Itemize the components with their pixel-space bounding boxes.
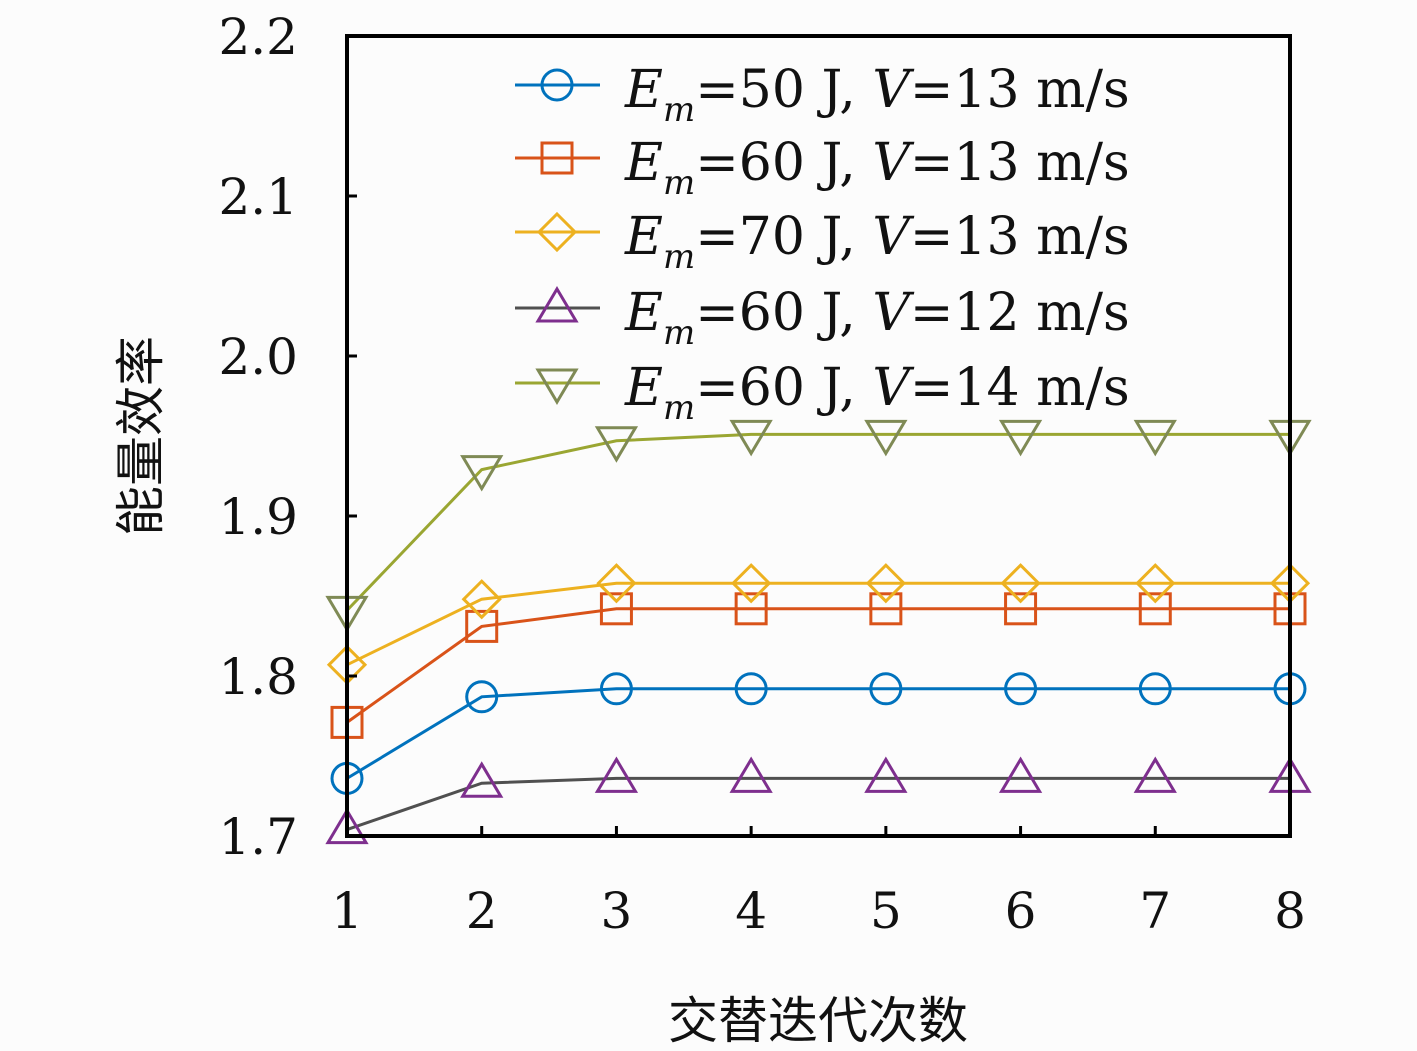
- data-point: [864, 756, 908, 793]
- data-point: [460, 761, 504, 798]
- data-point: [1138, 592, 1172, 626]
- series-0: [330, 672, 1307, 795]
- series-line: [346, 607, 1290, 724]
- x-tick-label: 6: [1005, 882, 1037, 940]
- series-4: [325, 419, 1312, 633]
- y-tick-label: 2.0: [218, 328, 298, 386]
- series-3: [325, 756, 1312, 845]
- legend-marker: [535, 286, 579, 323]
- data-point: [865, 563, 906, 604]
- x-tick-label: 1: [331, 882, 363, 940]
- data-point: [998, 756, 1043, 793]
- data-point: [596, 563, 637, 604]
- x-tick-label: 4: [735, 882, 767, 940]
- data-point: [1133, 419, 1177, 457]
- data-point: [599, 592, 633, 626]
- data-point: [465, 680, 499, 714]
- series-line: [346, 776, 1290, 832]
- y-tick-label: 1.7: [218, 808, 298, 866]
- y-tick-label: 1.9: [218, 488, 298, 546]
- data-point: [594, 756, 639, 793]
- data-point: [1004, 592, 1038, 626]
- legend-label: Em=60 J, V=14 m/s: [624, 358, 1130, 428]
- data-point: [465, 609, 499, 643]
- series-2: [326, 563, 1311, 685]
- y-tick-label: 2.1: [218, 168, 298, 226]
- x-tick-label: 8: [1274, 882, 1306, 940]
- data-point: [461, 579, 502, 620]
- legend-label: Em=50 J, V=13 m/s: [624, 60, 1130, 130]
- series-line: [345, 432, 1290, 612]
- data-point: [1133, 756, 1177, 793]
- legend-label: Em=60 J, V=13 m/s: [624, 133, 1130, 203]
- data-point: [729, 756, 773, 793]
- axes-box: [345, 34, 1292, 838]
- data-point: [869, 672, 903, 706]
- legend-entry: Em=60 J, V=13 m/s: [515, 133, 1130, 203]
- data-point: [869, 592, 903, 626]
- legend-marker: [540, 141, 574, 175]
- data-point: [734, 592, 768, 626]
- data-point: [599, 672, 633, 706]
- legend-entry: Em=60 J, V=14 m/s: [515, 358, 1130, 428]
- legend-entry: Em=70 J, V=13 m/s: [515, 207, 1130, 277]
- data-point: [1138, 672, 1172, 706]
- legend-label: Em=60 J, V=12 m/s: [624, 283, 1130, 353]
- y-axis-label: 能量效率: [112, 336, 170, 536]
- data-point: [1135, 563, 1176, 604]
- data-point: [594, 426, 639, 463]
- y-tick-label: 2.2: [218, 8, 298, 66]
- x-tick-label: 7: [1139, 882, 1171, 940]
- data-point: [864, 419, 908, 457]
- y-tick-label: 1.8: [218, 648, 298, 706]
- data-point: [460, 455, 504, 492]
- legend-entry: Em=60 J, V=12 m/s: [515, 283, 1130, 353]
- x-tick-label: 2: [466, 882, 498, 940]
- series-line: [346, 687, 1290, 780]
- plot-area: [325, 419, 1312, 845]
- series-line: [346, 581, 1290, 667]
- data-point: [729, 419, 773, 457]
- x-tick-label: 3: [601, 882, 633, 940]
- legend-marker: [535, 368, 579, 405]
- legend-marker: [536, 211, 578, 253]
- legend-entry: Em=50 J, V=13 m/s: [515, 60, 1130, 130]
- data-point: [734, 672, 768, 706]
- data-point: [998, 419, 1043, 457]
- legend-label: Em=70 J, V=13 m/s: [624, 207, 1130, 277]
- data-point: [325, 807, 369, 845]
- data-point: [731, 563, 772, 604]
- data-point: [1000, 563, 1041, 604]
- ticks: 1 2 3 4 5 6 7 8 1.7 1.8 1.9 2.0 2.1 2.2: [218, 8, 1305, 940]
- x-tick-label: 5: [870, 882, 902, 940]
- data-point: [1004, 672, 1038, 706]
- legend-marker: [540, 68, 574, 102]
- legend: Em=50 J, V=13 m/sEm=60 J, V=13 m/sEm=70 …: [515, 60, 1130, 428]
- x-axis-label: 交替迭代次数: [668, 992, 968, 1050]
